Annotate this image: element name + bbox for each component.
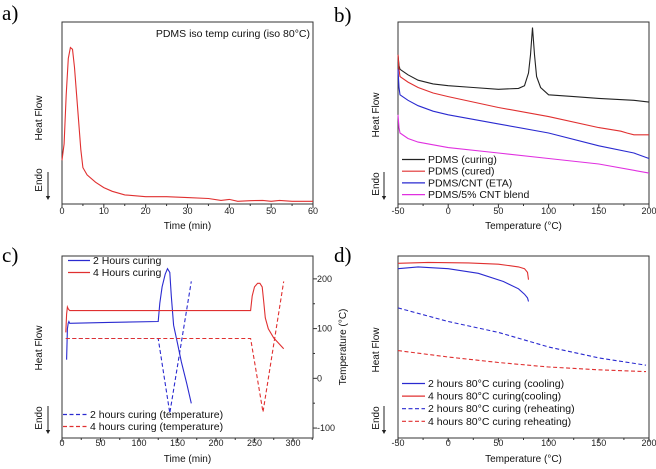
x-tick-label: 10 [99, 206, 109, 216]
y-axis-title: Heat Flow [371, 327, 382, 373]
plot-frame [61, 21, 314, 205]
legend-label: 4 hours curing (temperature) [90, 421, 223, 433]
x-tick-label: 100 [131, 438, 146, 448]
y2-tick-label: 200 [317, 274, 332, 284]
x-tick-label: 60 [308, 206, 318, 216]
series-line [65, 281, 192, 414]
endo-arrow-icon [45, 196, 51, 200]
x-tick-label: 200 [208, 438, 223, 448]
y-axis-title: Heat Flow [34, 325, 45, 371]
x-tick-label: 200 [641, 438, 656, 448]
series-line [397, 69, 650, 160]
series-line [397, 54, 649, 136]
y2-tick-label: 0 [317, 373, 322, 383]
legend-label: PDMS/CNT (ETA) [428, 177, 512, 189]
x-tick-label: 150 [591, 206, 606, 216]
legend-label: 4 hours 80°C curing reheating) [428, 416, 571, 428]
endo-arrow-icon [381, 430, 387, 434]
panel-label: d) [334, 243, 352, 267]
y-axis-title: Heat Flow [34, 95, 45, 141]
x-tick-label: 50 [493, 206, 503, 216]
series-line [65, 281, 285, 413]
legend-label: 2 Hours curing [93, 255, 161, 267]
x-tick-label: 300 [285, 438, 300, 448]
x-tick-label: -50 [391, 206, 404, 216]
chart-panel-d: d) -50 0 50 100 150 200 Temperature (°C) Heat Fl… [334, 243, 656, 465]
panel-label: b) [334, 3, 352, 27]
x-tick-label: 20 [141, 206, 151, 216]
x-tick-label: 0 [59, 206, 64, 216]
series-line [61, 46, 313, 202]
plot-frame [61, 255, 314, 439]
endo-arrow-icon [45, 430, 51, 434]
chart-annotation: PDMS iso temp curing (iso 80°C) [156, 28, 310, 40]
y2-axis-title: Temperature (°C) [338, 309, 349, 386]
x-axis-title: Temperature (°C) [485, 221, 562, 232]
x-tick-label: 0 [59, 438, 64, 448]
panel-label: a) [2, 1, 18, 25]
x-tick-label: 50 [266, 206, 276, 216]
x-tick-label: 100 [541, 206, 556, 216]
x-axis-title: Time (min) [164, 221, 211, 232]
series-line [397, 261, 530, 280]
x-tick-label: 40 [224, 206, 234, 216]
legend-label: PDMS (curing) [428, 154, 497, 166]
x-tick-label: 150 [591, 438, 606, 448]
endo-label: Endo [371, 172, 382, 196]
x-tick-label: 0 [446, 206, 451, 216]
y2-tick-label: 100 [317, 324, 332, 334]
endo-arrow-icon [381, 196, 387, 200]
endo-label: Endo [34, 168, 45, 192]
legend-label: PDMS (cured) [428, 166, 495, 178]
legend-label: 4 hours 80°C curing(cooling) [428, 391, 561, 403]
x-axis-title: Temperature (°C) [485, 454, 562, 465]
legend-label: 2 hours 80°C curing (reheating) [428, 403, 575, 415]
legend-label: 4 Hours curing [93, 267, 161, 279]
x-tick-label: 200 [641, 206, 656, 216]
legend-label: PDMS/5% CNT blend [428, 189, 530, 201]
chart-panel-c: c) 0 50 100 150 200 250 300 Time (min) Heat Flow E… [2, 243, 349, 465]
x-tick-label: -50 [391, 438, 404, 448]
legend-label: 2 hours 80°C curing (cooling) [428, 378, 564, 390]
x-tick-label: 0 [446, 438, 451, 448]
endo-label: Endo [34, 406, 45, 430]
chart-panel-a: a) 0 10 20 30 40 50 60 Time (min) Heat Flow Endo PD… [2, 1, 318, 232]
x-tick-label: 100 [541, 438, 556, 448]
endo-label: Endo [371, 406, 382, 430]
x-tick-label: 250 [247, 438, 262, 448]
series-line [397, 307, 647, 366]
x-tick-label: 30 [182, 206, 192, 216]
series-line [397, 27, 650, 103]
series-line [397, 114, 650, 174]
legend-label: 2 hours curing (temperature) [90, 409, 223, 421]
series-line [397, 266, 530, 302]
x-tick-label: 50 [95, 438, 105, 448]
y2-tick-label: -100 [317, 423, 335, 433]
chart-panel-b: b) -50 0 50 100 150 200 Temperature (°C) Heat Fl… [334, 3, 656, 232]
x-axis-title: Time (min) [164, 454, 211, 465]
x-tick-label: 150 [170, 438, 185, 448]
panel-label: c) [2, 243, 18, 267]
series-line [397, 350, 647, 373]
series-line [66, 267, 192, 404]
y-axis-title: Heat Flow [371, 92, 382, 138]
x-tick-label: 50 [493, 438, 503, 448]
series-line [65, 282, 285, 350]
